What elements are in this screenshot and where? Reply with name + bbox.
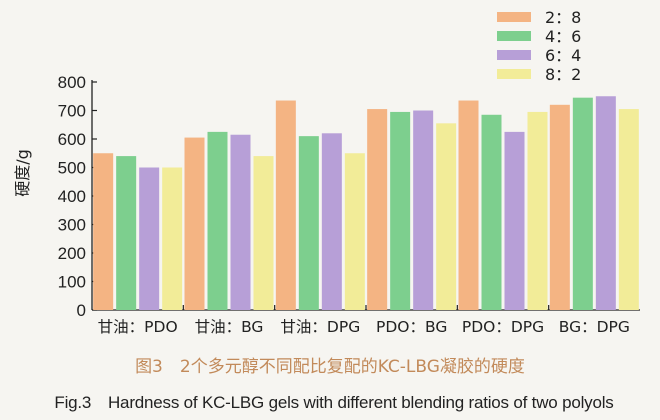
bar-4-series-1 [367, 109, 388, 310]
y-axis-label: 硬度/g [13, 149, 32, 197]
bar-1-series-2 [116, 156, 137, 310]
legend-swatch-3 [497, 50, 531, 60]
bar-2-series-1 [184, 137, 205, 310]
legend-swatch-1 [497, 12, 531, 22]
x-tick-label: 甘油：BG [195, 318, 264, 336]
legend-swatch-4 [497, 69, 531, 79]
y-tick-label: 200 [58, 244, 86, 263]
bar-6-series-4 [618, 109, 639, 310]
y-tick-label: 300 [58, 216, 86, 235]
y-tick-label: 800 [58, 73, 86, 92]
x-tick-label: PDO：DPG [462, 318, 544, 336]
legend-label-3: 6：4 [545, 46, 581, 65]
bar-4-series-2 [390, 111, 411, 310]
y-tick-label: 500 [58, 159, 86, 178]
bar-4-series-4 [436, 123, 457, 310]
legend-swatch-2 [497, 31, 531, 41]
bar-6-series-1 [549, 104, 570, 310]
y-axis-label-wrap: 硬度/g [6, 118, 36, 228]
bar-2-series-3 [230, 134, 251, 310]
bar-2-series-4 [253, 156, 274, 310]
bar-6-series-3 [595, 96, 616, 310]
bar-4-series-3 [413, 110, 434, 310]
x-tick-label: 甘油：DPG [280, 318, 360, 336]
x-tick-label: BG：DPG [559, 318, 630, 336]
bar-5-series-4 [527, 111, 548, 310]
bar-3-series-1 [275, 100, 296, 311]
x-tick-label: PDO：BG [376, 318, 447, 336]
figure-caption-english: Fig.3 Hardness of KC-LBG gels with diffe… [54, 393, 614, 412]
bar-2-series-2 [207, 131, 228, 310]
bar-5-series-2 [481, 114, 502, 311]
bar-5-series-3 [504, 131, 525, 310]
bar-1-series-1 [93, 153, 114, 310]
y-tick-label: 700 [58, 102, 86, 121]
bar-3-series-4 [344, 153, 365, 310]
x-tick-label: 甘油：PDO [98, 318, 178, 336]
y-tick-label: 0 [77, 301, 86, 320]
y-tick-label: 600 [58, 130, 86, 149]
figure-caption-chinese: 图3 2个多元醇不同配比复配的KC-LBG凝胶的硬度 [135, 357, 525, 377]
y-tick-label: 400 [58, 187, 86, 206]
bar-chart: 0 100 200 300 400 500 600 700 800 甘油：PDO 甘油：BG 甘油：D… [58, 8, 640, 336]
legend-label-1: 2：8 [545, 8, 581, 27]
legend-label-2: 4：6 [545, 27, 581, 46]
bar-1-series-3 [139, 167, 160, 310]
bar-5-series-1 [458, 100, 479, 311]
bar-3-series-3 [321, 133, 342, 310]
bar-1-series-4 [162, 167, 183, 310]
y-tick-label: 100 [58, 273, 86, 292]
bar-6-series-2 [572, 97, 593, 310]
legend-label-4: 8：2 [545, 65, 581, 84]
bar-3-series-2 [298, 136, 319, 310]
